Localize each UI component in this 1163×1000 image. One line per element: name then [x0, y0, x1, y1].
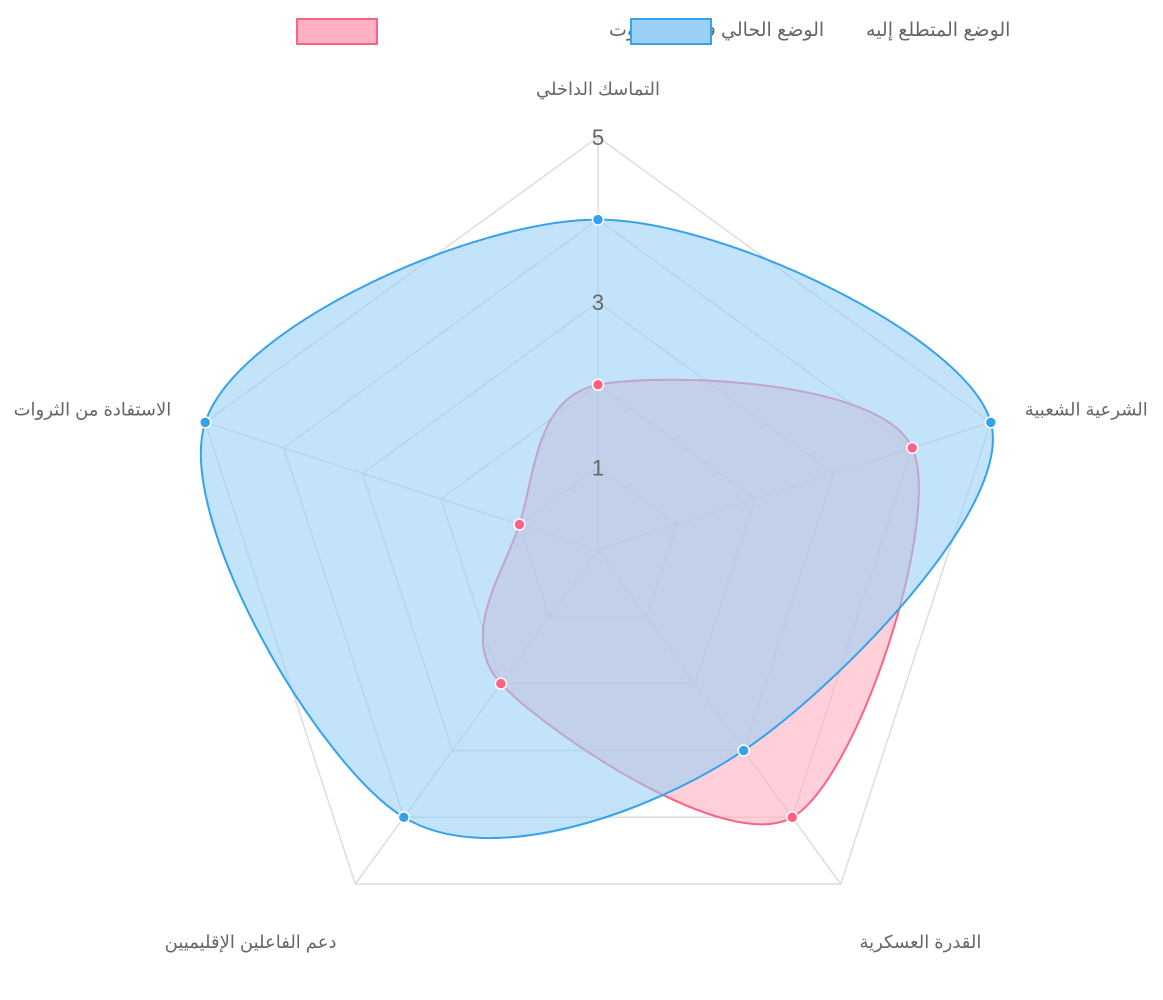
r-tick-label-5: 5: [592, 125, 604, 150]
series-1-point-5[interactable]: [513, 518, 526, 531]
legend-swatch-target: [630, 18, 712, 45]
legend-label-target: الوضع المتطلع إليه: [866, 20, 1010, 42]
series-2-point-1[interactable]: [591, 213, 605, 226]
axis-label-4: دعم الفاعلين الإقليميين: [165, 932, 337, 953]
r-tick-label-3: 3: [592, 290, 604, 315]
series-1-point-4[interactable]: [494, 677, 508, 690]
series-2-point-4[interactable]: [397, 811, 411, 824]
legend-swatch-current: [296, 18, 378, 45]
series-area-2: [199, 218, 994, 839]
legend-item-target[interactable]: الوضع المتطلع إليه: [630, 18, 1010, 45]
legend: الوضع الحالي في حضرموت الوضع المتطلع إلي…: [296, 18, 1010, 45]
radar-axis-labels: التماسك الداخلي الشرعية الشعبية القدرة الع…: [14, 79, 1148, 953]
series-2-point-3[interactable]: [737, 744, 750, 757]
radar-ticks: 1 3 5: [592, 125, 604, 480]
axis-label-2: الشرعية الشعبية: [1025, 399, 1148, 420]
series-1-point-2[interactable]: [905, 441, 919, 455]
series-1-point-1[interactable]: [591, 378, 605, 392]
radar-points: [198, 213, 998, 824]
axis-label-3: القدرة العسكرية: [859, 932, 981, 953]
axis-label-5: الاستفادة من الثروات: [14, 399, 172, 420]
legend-item-current[interactable]: الوضع الحالي في حضرموت: [296, 18, 824, 45]
series-1-point-3[interactable]: [785, 811, 799, 824]
axis-label-1: التماسك الداخلي: [536, 79, 660, 100]
r-tick-label-1: 1: [592, 455, 604, 480]
series-2-point-5[interactable]: [198, 416, 212, 429]
series-2-point-2[interactable]: [984, 416, 998, 429]
